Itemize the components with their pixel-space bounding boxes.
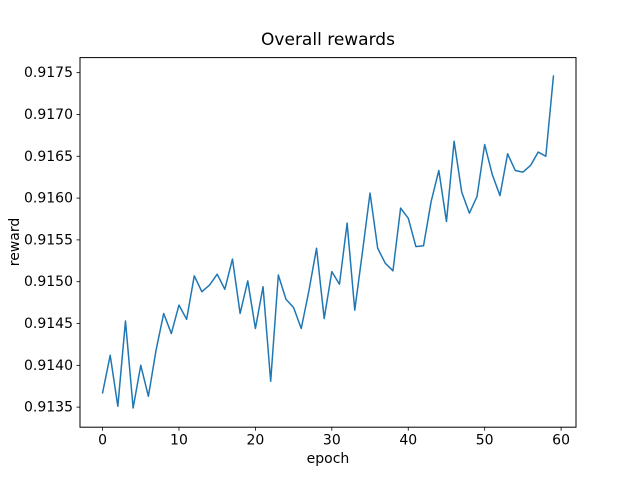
y-tick-label: 0.9135 (24, 400, 73, 416)
x-tick-label: 0 (98, 433, 107, 449)
reward-line (101, 75, 555, 409)
y-tick-label: 0.9150 (24, 274, 73, 290)
x-tick-label: 10 (170, 433, 188, 449)
x-tick-label: 30 (323, 433, 341, 449)
y-tick-label: 0.9140 (24, 358, 73, 374)
y-tick-label: 0.9160 (24, 191, 73, 207)
y-axis-label: reward (7, 217, 23, 267)
x-tick-label: 60 (552, 433, 570, 449)
x-axis-label: epoch (306, 451, 350, 467)
chart-title: Overall rewards (261, 30, 395, 50)
x-tick-label: 50 (476, 433, 494, 449)
x-tick-label: 40 (399, 433, 417, 449)
x-tick-label: 20 (246, 433, 264, 449)
y-tick-label: 0.9155 (24, 232, 73, 248)
axes-spines (79, 57, 577, 428)
y-tick-label: 0.9165 (24, 149, 73, 165)
y-tick-label: 0.9145 (24, 316, 73, 332)
y-tick-label: 0.9175 (24, 65, 73, 81)
y-tick-label: 0.9170 (24, 107, 73, 123)
